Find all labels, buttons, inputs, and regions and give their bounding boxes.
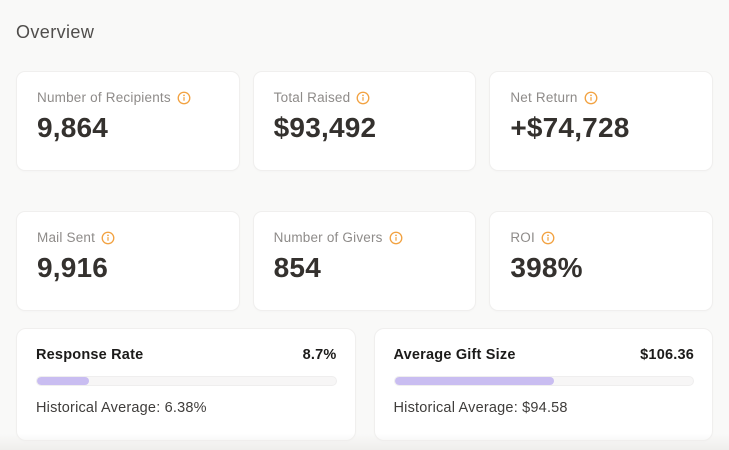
stat-label-row: Total Raised: [274, 90, 456, 105]
page-title: Overview: [16, 22, 95, 42]
historical-average-text: Historical Average: 6.38%: [36, 400, 207, 416]
stats-grid: Number of Recipients 9,864 Total Raised …: [16, 71, 713, 311]
info-icon[interactable]: [584, 91, 598, 105]
stat-label: Number of Recipients: [37, 90, 171, 105]
progress-card-response-rate: Response Rate 8.7% Historical Average: 6…: [16, 328, 356, 441]
stat-label: Mail Sent: [37, 230, 96, 245]
stat-label: Number of Givers: [273, 230, 383, 245]
stat-card-roi: ROI 398%: [489, 211, 713, 311]
stat-label-row: ROI: [510, 230, 692, 245]
stat-label-row: Number of Recipients: [37, 90, 219, 105]
stat-value: 9,916: [37, 252, 109, 283]
progress-card-title: Response Rate: [36, 347, 144, 363]
stat-label: Net Return: [510, 90, 578, 105]
stat-label: Total Raised: [273, 90, 351, 105]
stat-label: ROI: [510, 230, 535, 245]
progress-card-header: Average Gift Size $106.36: [394, 347, 695, 363]
stat-card-total-raised: Total Raised $93,492: [252, 71, 477, 171]
info-icon[interactable]: [389, 231, 403, 245]
progress-card-title: Average Gift Size: [393, 347, 516, 363]
stat-value: $93,492: [273, 112, 377, 143]
info-icon[interactable]: [177, 91, 191, 105]
progress-card-average-gift-size: Average Gift Size $106.36 Historical Ave…: [373, 328, 713, 441]
stat-value: +$74,728: [510, 112, 630, 143]
progress-card-value: $106.36: [640, 347, 694, 363]
stat-card-net-return: Net Return +$74,728: [489, 71, 713, 171]
progress-fill: [394, 377, 555, 385]
stat-card-number-of-recipients: Number of Recipients 9,864: [16, 71, 240, 171]
info-icon[interactable]: [101, 231, 115, 245]
progress-fill: [37, 377, 90, 385]
historical-average-text: Historical Average: $94.58: [393, 400, 568, 416]
stat-value: 9,864: [37, 112, 109, 143]
progress-card-value: 8.7%: [302, 347, 337, 363]
stat-card-number-of-givers: Number of Givers 854: [252, 211, 477, 311]
stat-label-row: Net Return: [510, 90, 692, 105]
stat-value: 854: [273, 252, 321, 283]
progress-track: [36, 376, 337, 386]
stat-value: 398%: [510, 252, 583, 283]
stat-label-row: Number of Givers: [274, 230, 456, 245]
stat-label-row: Mail Sent: [37, 230, 219, 245]
info-icon[interactable]: [541, 231, 555, 245]
progress-track: [393, 376, 694, 386]
info-icon[interactable]: [356, 91, 370, 105]
stat-card-mail-sent: Mail Sent 9,916: [16, 211, 240, 311]
progress-card-header: Response Rate 8.7%: [36, 347, 337, 363]
progress-grid: Response Rate 8.7% Historical Average: 6…: [16, 328, 713, 441]
